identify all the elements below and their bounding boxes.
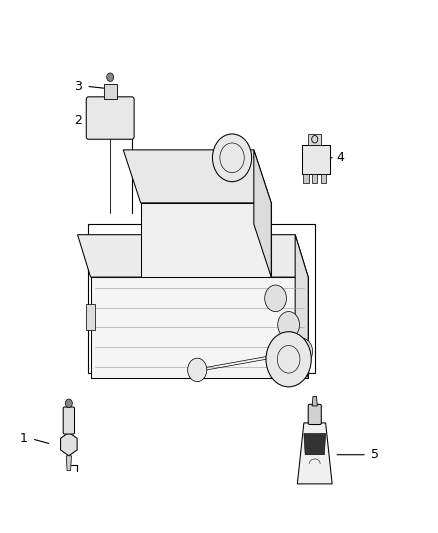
Circle shape [107, 73, 114, 82]
Polygon shape [295, 235, 308, 378]
Polygon shape [60, 432, 77, 456]
Text: 4: 4 [336, 151, 344, 164]
Polygon shape [66, 456, 71, 471]
Text: 5: 5 [371, 448, 379, 461]
FancyBboxPatch shape [63, 407, 74, 434]
Polygon shape [312, 174, 318, 183]
FancyBboxPatch shape [86, 97, 134, 139]
Polygon shape [304, 433, 325, 455]
Circle shape [265, 285, 286, 312]
Text: 3: 3 [74, 80, 82, 93]
FancyBboxPatch shape [308, 405, 321, 424]
Polygon shape [304, 174, 309, 183]
Circle shape [278, 312, 300, 338]
Polygon shape [308, 134, 321, 144]
Text: 1: 1 [20, 432, 28, 446]
Polygon shape [104, 84, 117, 100]
Circle shape [187, 358, 207, 382]
Circle shape [291, 338, 313, 365]
Polygon shape [141, 203, 271, 277]
Polygon shape [312, 397, 318, 406]
Polygon shape [297, 423, 332, 484]
Polygon shape [78, 235, 308, 277]
Circle shape [65, 399, 72, 408]
Text: 2: 2 [74, 114, 82, 127]
Polygon shape [86, 304, 95, 330]
Polygon shape [91, 277, 308, 378]
Polygon shape [321, 174, 326, 183]
Polygon shape [123, 150, 271, 203]
Polygon shape [302, 144, 330, 174]
Polygon shape [254, 150, 271, 277]
Circle shape [266, 332, 311, 387]
Circle shape [212, 134, 252, 182]
